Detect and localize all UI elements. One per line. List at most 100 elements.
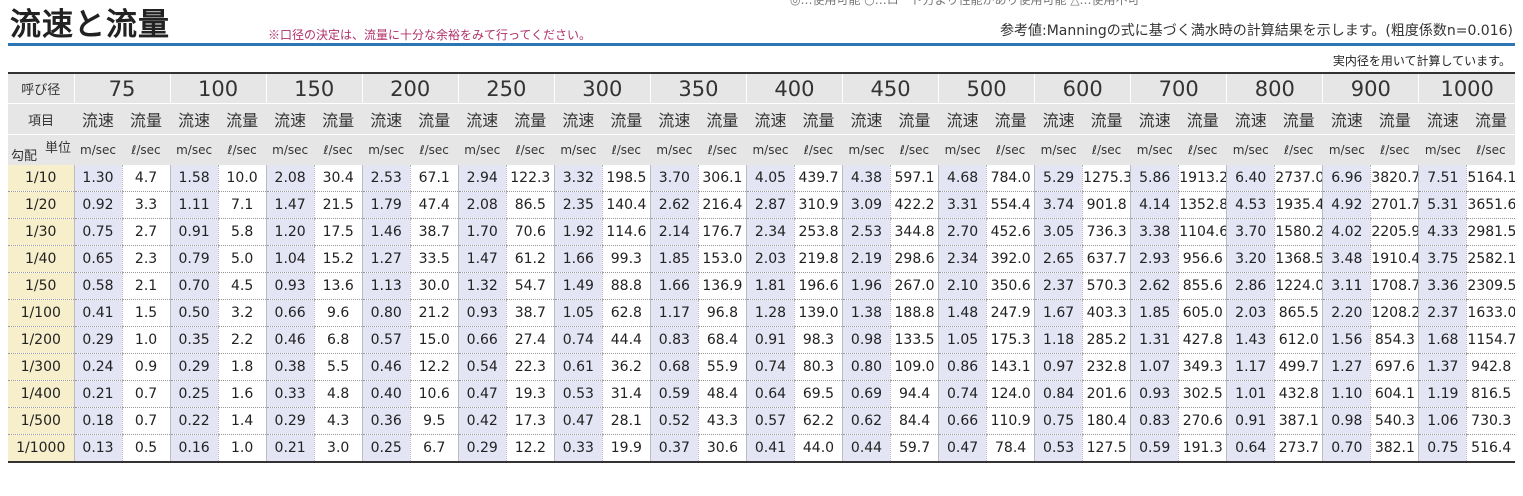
flow-cell: 1154.7	[1466, 326, 1515, 354]
velocity-cell: 0.65	[73, 245, 123, 273]
velocity-unit: m/sec	[554, 134, 603, 165]
flow-cell: 196.6	[793, 272, 843, 300]
flow-cell: 349.3	[1178, 353, 1227, 381]
velocity-cell: 3.38	[1130, 218, 1179, 246]
flow-cell: 219.8	[793, 245, 843, 273]
velocity-cell: 3.48	[1322, 245, 1371, 273]
velocity-cell: 1.07	[1130, 353, 1179, 381]
flow-cell: 612.0	[1274, 326, 1323, 354]
velocity-cell: 0.93	[457, 299, 507, 327]
flow-cell: 697.6	[1370, 353, 1419, 381]
velocity-cell: 1.43	[1226, 326, 1275, 354]
flow-cell: 285.2	[1082, 326, 1131, 354]
flow-unit: ℓ/sec	[1178, 134, 1227, 165]
flow-cell: 21.5	[313, 191, 363, 219]
velocity-cell: 3.31	[938, 191, 987, 219]
flow-cell: 30.0	[409, 272, 459, 300]
velocity-cell: 0.66	[457, 326, 507, 354]
velocity-cell: 2.03	[745, 245, 795, 273]
title-divider	[8, 43, 1515, 46]
velocity-label: 流速	[842, 103, 891, 135]
velocity-cell: 0.24	[73, 353, 123, 381]
velocity-cell: 3.75	[1418, 245, 1467, 273]
velocity-unit: m/sec	[1226, 134, 1275, 165]
velocity-cell: 0.21	[73, 380, 123, 408]
corner-gradient-label: 勾配	[11, 149, 38, 164]
flow-cell: 0.5	[121, 434, 171, 463]
flow-cell: 273.7	[1274, 434, 1323, 463]
velocity-unit: m/sec	[1130, 134, 1179, 165]
velocity-cell: 0.75	[1418, 434, 1467, 463]
gradient-cell: 1/200	[8, 326, 74, 354]
velocity-cell: 0.16	[169, 434, 219, 463]
velocity-cell: 2.53	[361, 165, 411, 192]
flow-label: 流量	[794, 103, 843, 135]
flow-cell: 88.8	[601, 272, 651, 300]
flow-cell: 302.5	[1178, 380, 1227, 408]
flow-label: 流量	[410, 103, 459, 135]
flow-cell: 175.3	[986, 326, 1035, 354]
flow-cell: 350.6	[986, 272, 1035, 300]
flow-cell: 1.4	[217, 407, 267, 435]
flow-cell: 1913.2	[1178, 165, 1227, 192]
velocity-cell: 0.41	[73, 299, 123, 327]
velocity-cell: 0.35	[169, 326, 219, 354]
gradient-cell: 1/100	[8, 299, 74, 327]
velocity-cell: 0.92	[73, 191, 123, 219]
velocity-cell: 0.47	[457, 380, 507, 408]
flow-cell: 86.5	[505, 191, 555, 219]
velocity-cell: 3.05	[1034, 218, 1083, 246]
size-header-800: 800	[1226, 72, 1323, 104]
velocity-cell: 1.38	[841, 299, 891, 327]
table-row: 1/30 0.75 2.7 0.91 5.8 1.20 17.5 1.46 38.7 1.70 70…	[8, 218, 1515, 246]
velocity-cell: 3.70	[1226, 218, 1275, 246]
velocity-cell: 1.28	[745, 299, 795, 327]
flow-cell: 956.6	[1178, 245, 1227, 273]
velocity-cell: 1.05	[938, 326, 987, 354]
velocity-cell: 5.29	[1034, 165, 1083, 192]
velocity-cell: 1.68	[1418, 326, 1467, 354]
flow-cell: 4.7	[121, 165, 171, 192]
velocity-cell: 0.41	[745, 434, 795, 463]
flow-cell: 2205.9	[1370, 218, 1419, 246]
velocity-cell: 0.44	[841, 434, 891, 463]
velocity-cell: 0.64	[745, 380, 795, 408]
velocity-cell: 0.58	[73, 272, 123, 300]
flow-cell: 99.3	[601, 245, 651, 273]
velocity-cell: 0.66	[938, 407, 987, 435]
item-header-row: 項目 流速 流量 流速 流量 流速 流量 流速 流量 流速 流量 流速 流量 流速 流量 流速 流量 流速 流量流…	[8, 103, 1515, 135]
flow-cell: 13.6	[313, 272, 363, 300]
flow-cell: 2309.5	[1466, 272, 1515, 300]
velocity-cell: 2.65	[1034, 245, 1083, 273]
flow-cell: 854.3	[1370, 326, 1419, 354]
flow-table-body: 1/10 1.30 4.7 1.58 10.0 2.08 30.4 2.53 67.1 2.94 1…	[8, 165, 1515, 463]
velocity-label: 流速	[458, 103, 507, 135]
flow-cell: 80.3	[793, 353, 843, 381]
velocity-cell: 0.62	[841, 407, 891, 435]
flow-cell: 38.7	[409, 218, 459, 246]
flow-unit: ℓ/sec	[314, 134, 363, 165]
flow-label: 流量	[1178, 103, 1227, 135]
flow-cell: 901.8	[1082, 191, 1131, 219]
flow-cell: 127.5	[1082, 434, 1131, 463]
flow-cell: 403.3	[1082, 299, 1131, 327]
velocity-label: 流速	[362, 103, 411, 135]
velocity-cell: 1.13	[361, 272, 411, 300]
velocity-cell: 0.83	[1130, 407, 1179, 435]
flow-cell: 7.1	[217, 191, 267, 219]
velocity-cell: 1.27	[361, 245, 411, 273]
velocity-cell: 1.04	[265, 245, 315, 273]
flow-cell: 110.9	[986, 407, 1035, 435]
velocity-cell: 1.27	[1322, 353, 1371, 381]
flow-cell: 439.7	[793, 165, 843, 192]
velocity-cell: 0.13	[73, 434, 123, 463]
velocity-cell: 0.80	[841, 353, 891, 381]
flow-cell: 605.0	[1178, 299, 1227, 327]
velocity-cell: 4.38	[841, 165, 891, 192]
flow-cell: 344.8	[890, 218, 939, 246]
velocity-cell: 0.97	[1034, 353, 1083, 381]
flow-cell: 180.4	[1082, 407, 1131, 435]
flow-cell: 1368.5	[1274, 245, 1323, 273]
velocity-cell: 0.86	[938, 353, 987, 381]
flow-cell: 133.5	[890, 326, 939, 354]
